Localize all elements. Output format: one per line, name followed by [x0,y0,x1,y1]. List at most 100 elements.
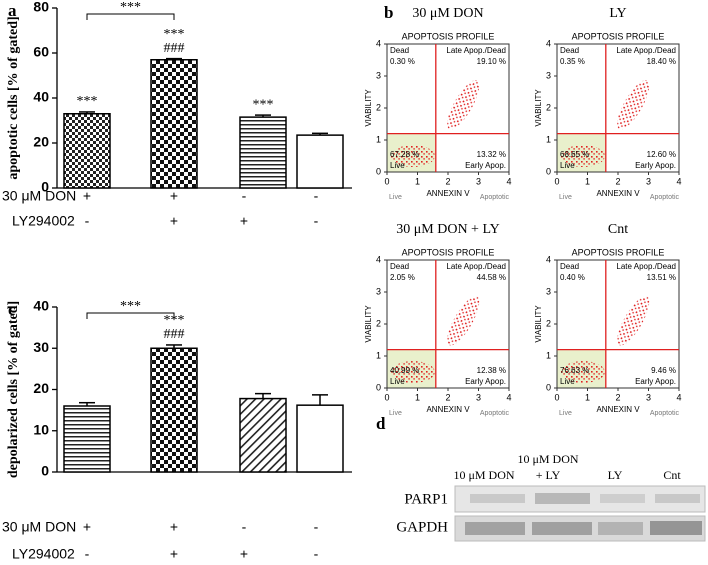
bar [150,347,198,473]
plot-title: Cnt [608,222,628,237]
treatment-sign: + [170,546,178,562]
quadrant-value: 19.10 % [477,57,506,66]
x-end-label: Live [389,410,402,417]
panel-label: a [8,1,17,20]
y-tick-label: 20 [33,380,49,396]
x-tick-label: 3 [476,176,481,186]
treatment-label: LY294002 [12,213,75,229]
x-end-label: Apoptotic [480,410,510,417]
y-tick-label: 0 [546,166,551,176]
significance-label: *** [164,27,185,42]
treatment-label: LY294002 [12,546,75,562]
y-tick-label: 3 [376,70,381,80]
bracket-label: *** [120,299,141,314]
significance-label: ### [164,327,185,342]
y-tick-label: 60 [33,44,49,60]
treatment-sign: - [85,546,90,562]
x-tick-label: 4 [676,176,681,186]
x-end-label: Apoptotic [650,410,680,417]
quadrant-value: 76.63 % [560,366,589,375]
y-tick-label: 1 [546,134,551,144]
y-tick-label: 30 [33,339,49,355]
treatment-sign: - [314,519,319,535]
quadrant-label: Dead [560,46,579,55]
quadrant-label: Early Apop. [635,161,676,170]
significance-label: *** [77,94,98,109]
x-axis-label: ANNEXIN V [426,189,470,198]
x-end-label: Live [389,194,402,201]
y-tick-label: 0 [376,166,381,176]
quadrant-value: 0.35 % [560,57,585,66]
x-tick-label: 1 [585,176,590,186]
y-tick-label: 2 [546,318,551,328]
bar [239,116,287,189]
y-tick-label: 10 [33,421,49,437]
y-tick-label: 4 [376,254,381,264]
y-tick-label: 1 [546,350,551,360]
significance-label: *** [164,313,185,328]
treatment-sign: + [170,188,178,204]
event-cluster [447,296,480,346]
panel-label: b [384,3,393,22]
significance-label: *** [253,97,274,112]
x-tick-label: 2 [445,392,450,402]
event-cluster [447,80,480,130]
row-label: GAPDH [396,519,448,535]
quadrant-value: 13.51 % [647,273,676,282]
x-tick-label: 3 [646,392,651,402]
plot-title: 30 μM DON + LY [396,222,499,237]
lane-label: Cnt [663,468,681,482]
treatment-sign: + [83,188,91,204]
treatment-sign: + [240,546,248,562]
quadrant-value: 0.30 % [390,57,415,66]
quadrant-label: Early Apop. [635,377,676,386]
quadrant-label: Dead [560,262,579,271]
y-tick-label: 4 [546,38,551,48]
y-tick-label: 2 [376,318,381,328]
bracket-label: *** [120,0,141,15]
quadrant-value: 13.32 % [477,150,506,159]
event-cluster [390,145,435,167]
x-tick-label: 4 [506,392,511,402]
y-tick-label: 0 [41,463,49,479]
x-tick-label: 0 [554,392,559,402]
x-tick-label: 0 [554,176,559,186]
y-tick-label: 2 [546,102,551,112]
quadrant-label: Live [390,161,405,170]
x-tick-label: 2 [615,392,620,402]
quadrant-value: 67.28 % [390,150,419,159]
y-axis-label: VIABILITY [364,89,373,127]
quadrant-label: Late Apop./Dead [446,46,506,55]
y-axis-label: VIABILITY [364,305,373,343]
x-tick-label: 1 [415,176,420,186]
event-cluster [617,296,650,346]
bar [296,134,344,189]
quadrant-value: 12.38 % [477,366,506,375]
y-tick-label: 1 [376,134,381,144]
panel-label: d [376,414,386,433]
y-tick-label: 4 [546,254,551,264]
y-axis-label: apoptotic cells [% of gated] [6,16,21,179]
plot-header: APOPTOSIS PROFILE [402,31,495,41]
y-tick-label: 40 [33,89,49,105]
bar [296,404,344,473]
plot-title: 30 μM DON [412,6,483,21]
x-axis-label: ANNEXIN V [426,405,470,414]
y-tick-label: 4 [376,38,381,48]
x-end-label: Live [559,194,572,201]
blot-image [454,485,706,542]
quadrant-value: 12.60 % [647,150,676,159]
quadrant-label: Late Apop./Dead [616,262,676,271]
y-tick-label: 20 [33,134,49,150]
treatment-sign: + [240,213,248,229]
bar [150,59,198,189]
quadrant-label: Live [560,161,575,170]
x-tick-label: 4 [676,392,681,402]
plot-header: APOPTOSIS PROFILE [402,247,495,257]
quadrant-label: Live [560,377,575,386]
y-tick-label: 0 [41,179,49,195]
quadrant-label: Dead [390,46,409,55]
bar [63,113,111,189]
quadrant-value: 44.58 % [477,273,506,282]
